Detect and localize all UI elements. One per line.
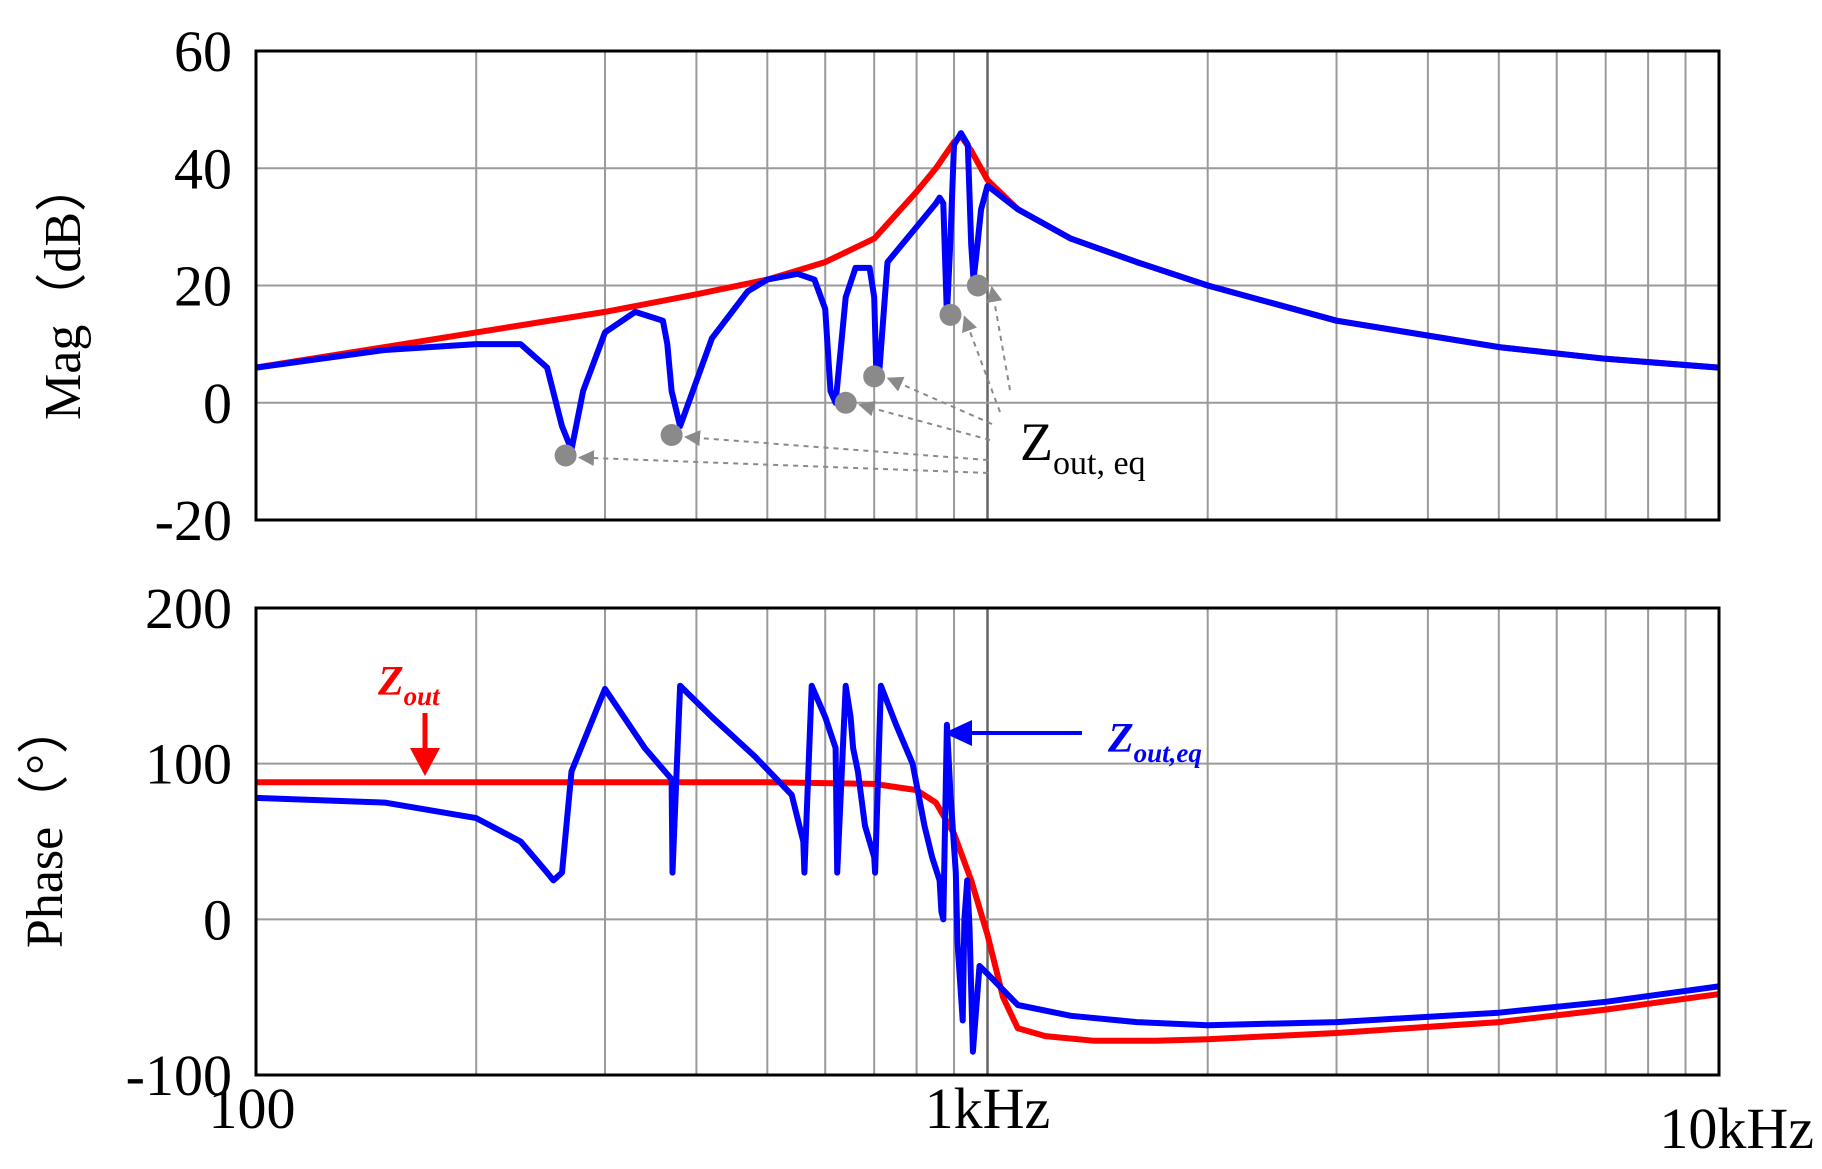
x-tick-label: 10kHz [1659, 1096, 1814, 1161]
zout-eq-markers [554, 274, 1011, 474]
y-tick-label: 40 [174, 136, 232, 201]
magnitude-frame [254, 49, 1721, 522]
y-tick-label: 0 [203, 371, 232, 436]
phase-panel: 200 100 0 -100 100 1kHz 10kHz Phase（°） Zout Z… [17, 576, 1814, 1161]
y-tick-label: 100 [145, 732, 232, 797]
frequency-x-ticks: 100 1kHz 10kHz [209, 1076, 1815, 1161]
magnitude-axis-label: Mag（dB） [35, 160, 92, 420]
y-tick-label: 200 [145, 576, 232, 641]
zout-label: Zout [377, 659, 441, 711]
marker-leader-arrow [684, 430, 989, 461]
zout-eq-marker [863, 365, 886, 388]
y-tick-label: 0 [203, 887, 232, 952]
zout-eq-marker [939, 303, 962, 326]
x-tick-label: 1kHz [925, 1076, 1051, 1141]
zout-eq-annotation: Zout, eq [1020, 412, 1146, 482]
marker-leader-arrow [858, 400, 991, 441]
phase-zout-line [256, 779, 1719, 1044]
zout-eq-marker [834, 391, 857, 414]
y-tick-label: 20 [174, 254, 232, 319]
zout-eq-arrow-head [944, 720, 972, 746]
marker-leader-arrow [962, 315, 1001, 413]
marker-leader-arrow [578, 450, 989, 474]
marker-leader-arrow [886, 376, 993, 425]
x-tick-label: 100 [209, 1076, 296, 1141]
phase-axis-label: Phase（°） [17, 702, 74, 948]
zout-eq-label: Zout,eq [1107, 716, 1202, 768]
magnitude-y-ticks: 60 40 20 0 -20 [155, 19, 232, 553]
magnitude-panel: 60 40 20 0 -20 Mag（dB） Zout, eq [35, 19, 1721, 553]
zout-eq-marker [660, 423, 683, 446]
marker-leader-arrow [986, 285, 1011, 391]
y-tick-label: -100 [126, 1043, 232, 1108]
phase-grid [256, 608, 1719, 1075]
zout-arrow-head [410, 748, 440, 776]
magnitude-zout-eq-line [256, 130, 1719, 453]
phase-y-ticks: 200 100 0 -100 [126, 576, 232, 1108]
phase-zout-eq-line [256, 682, 1719, 1055]
zout-eq-marker [554, 444, 577, 467]
y-tick-label: -20 [155, 488, 232, 553]
zout-eq-marker [966, 274, 989, 297]
y-tick-label: 60 [174, 19, 232, 84]
phase-frame [254, 606, 1721, 1077]
